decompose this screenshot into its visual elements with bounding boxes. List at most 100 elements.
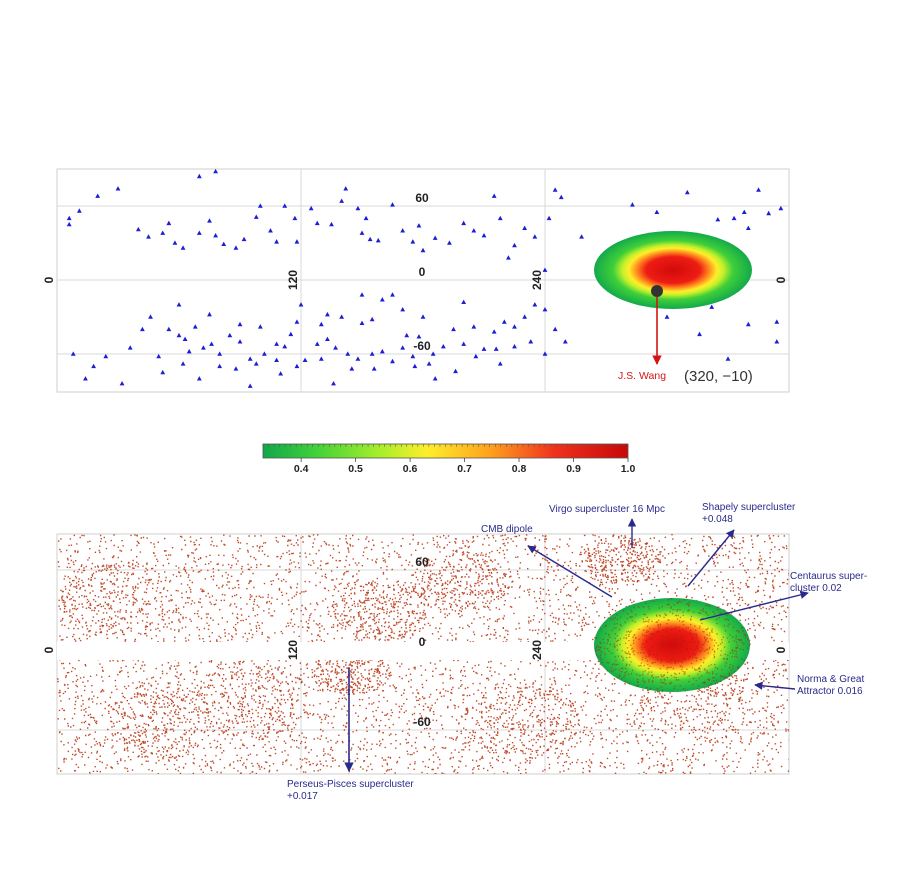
galaxy-point <box>473 353 479 359</box>
galaxy-point <box>400 228 406 233</box>
galaxy-point <box>375 237 381 243</box>
galaxy-point <box>432 376 438 381</box>
galaxy-point <box>262 351 267 356</box>
cmb-label: CMB dipole <box>481 524 533 535</box>
galaxy-point <box>339 198 345 203</box>
galaxy-point <box>221 241 227 247</box>
galaxy-point <box>481 233 487 238</box>
top-axis-ticks: 0 120 240 0 60 0 -60 <box>42 191 788 353</box>
galaxy-point <box>329 221 334 227</box>
shapely-label: Shapely supercluster <box>702 502 796 513</box>
galaxy-point <box>160 230 166 235</box>
galaxy-point <box>91 363 96 369</box>
galaxy-point <box>294 319 300 324</box>
galaxy-point <box>196 376 202 381</box>
galaxy-point <box>115 186 121 191</box>
galaxy-point <box>522 314 528 319</box>
norma-label: Norma & Great <box>797 674 864 685</box>
galaxy-point <box>217 351 223 356</box>
galaxy-point <box>282 203 288 208</box>
top-y-tick-label: 60 <box>415 191 429 205</box>
galaxy-point <box>390 292 395 297</box>
galaxy-point <box>697 331 702 337</box>
galaxy-point <box>725 356 731 361</box>
galaxy-point <box>491 329 497 334</box>
galaxy-point <box>363 215 369 221</box>
galaxy-point <box>709 304 715 309</box>
galaxy-point <box>237 321 243 327</box>
galaxy-point <box>345 351 351 356</box>
galaxy-point <box>715 216 721 222</box>
galaxy-point <box>558 194 564 200</box>
galaxy-point <box>294 363 300 369</box>
galaxy-point <box>318 321 324 327</box>
galaxy-point <box>440 344 446 349</box>
galaxy-point <box>451 326 456 332</box>
galaxy-point <box>213 233 218 238</box>
galaxy-point <box>420 314 426 319</box>
galaxy-point <box>756 187 761 192</box>
galaxy-point <box>135 226 141 232</box>
galaxy-point <box>282 344 288 349</box>
galaxy-point <box>314 220 320 226</box>
galaxy-point <box>369 316 375 322</box>
galaxy-point <box>172 240 178 245</box>
galaxy-point <box>542 267 548 272</box>
galaxy-point <box>257 324 263 329</box>
top-x-tick-label: 0 <box>42 276 56 283</box>
galaxy-point <box>512 242 517 248</box>
galaxy-point <box>359 320 365 325</box>
galaxy-point <box>182 336 188 341</box>
galaxy-point <box>166 326 172 332</box>
wang-coords: (320, −10) <box>684 368 753 385</box>
galaxy-point <box>160 369 166 375</box>
galaxy-point <box>367 236 373 242</box>
cmb-arrow <box>527 545 613 598</box>
galaxy-point <box>371 366 377 371</box>
galaxy-point <box>355 205 361 211</box>
colorbar-ticks: 0.4 0.5 0.6 0.7 0.8 0.9 1.0 <box>262 444 635 475</box>
galaxy-point <box>325 311 330 317</box>
virgo-label: Virgo supercluster 16 Mpc <box>549 504 665 515</box>
galaxy-point <box>241 236 247 242</box>
bottom-sky-map: 0 120 240 0 60 0 -60 Virgo supercluster 16 Mpc… <box>42 502 867 802</box>
galaxy-point <box>430 351 436 356</box>
shapely-value: +0.048 <box>702 514 733 525</box>
wang-label: J.S. Wang <box>618 370 666 382</box>
galaxy-point <box>461 220 467 226</box>
top-y-tick-label: -60 <box>413 339 431 353</box>
galaxy-point <box>294 239 300 244</box>
galaxy-point <box>654 209 660 214</box>
galaxy-point <box>453 368 458 374</box>
top-galaxy-points <box>66 169 784 388</box>
top-sky-map: J.S. Wang (320, −10) 0 120 240 0 60 0 -60 <box>42 168 790 393</box>
galaxy-point <box>146 234 151 239</box>
galaxy-point <box>237 339 243 344</box>
wang-direction-marker <box>651 285 663 297</box>
galaxy-point <box>192 324 198 329</box>
galaxy-point <box>186 348 192 354</box>
galaxy-point <box>318 356 324 361</box>
norma-value: Attractor 0.016 <box>797 686 863 697</box>
galaxy-point <box>180 361 186 366</box>
galaxy-point <box>400 345 406 350</box>
galaxy-point <box>497 361 503 366</box>
galaxy-point <box>379 348 385 354</box>
colorbar-tick-label: 0.8 <box>512 463 527 475</box>
colorbar-tick-label: 0.9 <box>566 463 581 475</box>
galaxy-point <box>343 186 349 191</box>
galaxy-point <box>76 208 82 213</box>
galaxy-point <box>630 202 635 207</box>
galaxy-point <box>227 332 233 338</box>
top-x-tick-label: 240 <box>530 270 544 290</box>
galaxy-point <box>70 351 76 356</box>
colorbar-tick-label: 0.7 <box>457 463 472 475</box>
galaxy-point <box>176 332 182 338</box>
galaxy-point <box>400 307 406 312</box>
perseus-label: Perseus-Pisces supercluster <box>287 779 414 790</box>
colorbar-tick-label: 0.6 <box>403 463 418 475</box>
galaxy-point <box>461 341 467 346</box>
galaxy-point <box>355 356 361 361</box>
centaurus-label: Centaurus super- <box>790 571 867 582</box>
galaxy-point <box>664 314 670 319</box>
